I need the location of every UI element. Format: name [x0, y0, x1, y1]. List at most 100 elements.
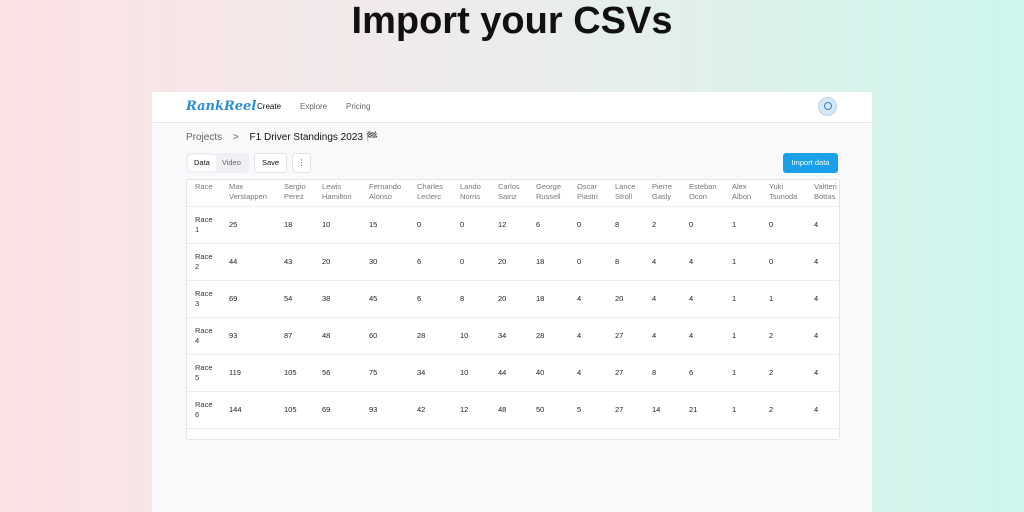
table-cell: 42 [409, 391, 452, 429]
table-row: Race 6 144 105 69 93 42 12 48 50 5 27 14 21 1 2 4 [187, 391, 839, 429]
avatar[interactable] [818, 97, 837, 116]
table-cell: 0 [761, 206, 806, 244]
table-cell: 1 [724, 280, 761, 318]
row-label: Race 2 [187, 243, 221, 281]
table-cell: 6 [409, 280, 452, 318]
table-cell: 5 [569, 391, 607, 429]
column-header: Lance Stroll [607, 180, 644, 207]
table-head: Race Max Verstappen Sergio Perez Lewis Hami… [187, 180, 839, 207]
table-cell: 34 [490, 317, 528, 355]
table-cell: 8 [607, 243, 644, 281]
column-header: Carlos Sainz [490, 180, 528, 207]
table-cell: 10 [452, 354, 490, 392]
column-header: Lewis Hamilton [314, 180, 361, 207]
table-cell: 75 [361, 354, 409, 392]
column-header: Sergio Perez [276, 180, 314, 207]
row-label: Race 5 [187, 354, 221, 392]
table-cell: 15 [361, 206, 409, 244]
table-cell: 27 [607, 391, 644, 429]
table-row: Race 4 93 87 48 60 28 10 34 28 4 27 4 4 1 2 4 [187, 317, 839, 355]
table-cell: 18 [528, 280, 569, 318]
table-cell: 4 [681, 243, 724, 281]
table-cell: 44 [221, 243, 276, 281]
column-header: Alex Albon [724, 180, 761, 207]
table-row: Race 3 69 54 38 45 6 8 20 18 4 20 4 4 1 1 4 [187, 280, 839, 318]
table-cell: 4 [644, 317, 681, 355]
table-cell: 1 [761, 280, 806, 318]
table-cell: 4 [681, 280, 724, 318]
row-label: Race 4 [187, 317, 221, 355]
table-cell: 8 [452, 280, 490, 318]
table-cell: 12 [452, 391, 490, 429]
table-cell: 8 [607, 206, 644, 244]
table-cell: 4 [569, 317, 607, 355]
more-button[interactable]: ⋮ [292, 153, 311, 173]
table-cell: 144 [221, 391, 276, 429]
table-cell: 56 [314, 354, 361, 392]
table-cell: 28 [528, 317, 569, 355]
table-cell: 28 [409, 317, 452, 355]
table-cell: 1 [724, 354, 761, 392]
save-button[interactable]: Save [254, 153, 287, 173]
breadcrumb-current: F1 Driver Standings 2023 🏁 [249, 132, 379, 143]
table-cell: 10 [452, 317, 490, 355]
breadcrumb: Projects > F1 Driver Standings 2023 🏁 [186, 132, 386, 143]
table-cell: 14 [644, 391, 681, 429]
table-cell: 4 [644, 243, 681, 281]
headline: Import your CSVs [351, 0, 673, 42]
column-header: Esteban Ocon [681, 180, 724, 207]
table-cell: 0 [409, 206, 452, 244]
table-cell: 21 [681, 391, 724, 429]
table-cell: 4 [569, 280, 607, 318]
logo[interactable]: RankReel [186, 99, 257, 114]
row-label: Race 3 [187, 280, 221, 318]
column-header: Valtteri Bottas [806, 180, 839, 207]
column-header: Max Verstappen [221, 180, 276, 207]
table-cell: 1 [724, 206, 761, 244]
table-cell: 27 [607, 317, 644, 355]
table-cell: 93 [361, 391, 409, 429]
table-row: Race 2 44 43 20 30 6 0 20 18 0 8 4 4 1 0 4 [187, 243, 839, 281]
table-cell: 50 [528, 391, 569, 429]
column-header: Charles Leclerc [409, 180, 452, 207]
import-button[interactable]: Import data [783, 153, 838, 173]
table-cell: 0 [452, 243, 490, 281]
table-cell: 12 [490, 206, 528, 244]
table-cell: 0 [452, 206, 490, 244]
table-cell: 2 [761, 317, 806, 355]
table-cell: 0 [761, 243, 806, 281]
breadcrumb-link[interactable]: Projects [186, 132, 223, 143]
nav-link[interactable]: Explore [300, 102, 328, 111]
table-row: Race 1 25 18 10 15 0 0 12 6 0 8 2 0 1 0 4 [187, 206, 839, 244]
table-cell: 4 [644, 280, 681, 318]
table-cell: 20 [607, 280, 644, 318]
table-cell: 44 [490, 354, 528, 392]
tab[interactable]: Data [188, 155, 216, 171]
tab[interactable]: Video [221, 158, 241, 167]
table-cell: 0 [569, 243, 607, 281]
table-cell: 54 [276, 280, 314, 318]
table-cell: 119 [221, 354, 276, 392]
table-cell: 1 [724, 391, 761, 429]
column-header: Fernando Alonso [361, 180, 409, 207]
data-table-card: Race Max Verstappen Sergio Perez Lewis Hami… [186, 179, 840, 440]
column-header: Lando Norris [452, 180, 490, 207]
table-cell: 105 [276, 354, 314, 392]
table-cell: 10 [314, 206, 361, 244]
table-cell: 4 [806, 354, 839, 392]
toolbar: Data Video Save ⋮ Import data [186, 153, 838, 173]
table-cell: 30 [361, 243, 409, 281]
table-cell: 2 [761, 391, 806, 429]
column-header: George Russell [528, 180, 569, 207]
table-cell: 45 [361, 280, 409, 318]
table-cell: 4 [806, 243, 839, 281]
table-cell: 20 [490, 243, 528, 281]
data-table: Race Max Verstappen Sergio Perez Lewis Hami… [187, 180, 839, 429]
table-cell: 48 [314, 317, 361, 355]
nav-link[interactable]: Create [257, 102, 282, 111]
table-cell: 4 [806, 206, 839, 244]
header-row: Race Max Verstappen Sergio Perez Lewis Hami… [187, 180, 839, 207]
app-window: RankReel Create Explore Pricing Projects… [152, 92, 872, 512]
nav-link[interactable]: Pricing [346, 102, 371, 111]
